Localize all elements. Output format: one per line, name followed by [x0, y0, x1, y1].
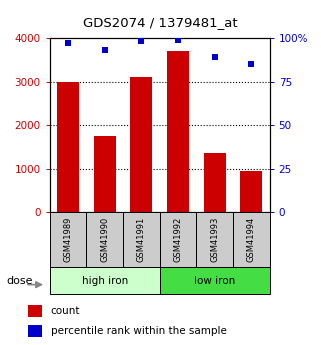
Text: GSM41990: GSM41990 — [100, 217, 109, 263]
Bar — [240, 171, 262, 212]
Point — [65, 40, 71, 46]
Bar — [28, 305, 42, 317]
Bar — [196, 212, 233, 267]
Text: low iron: low iron — [194, 276, 235, 286]
Bar — [123, 212, 160, 267]
Point — [176, 37, 181, 42]
Bar — [130, 77, 152, 212]
Bar — [233, 212, 270, 267]
Point — [212, 55, 217, 60]
Text: GSM41989: GSM41989 — [64, 217, 73, 263]
Bar — [86, 212, 123, 267]
Bar — [167, 51, 189, 212]
Point — [249, 61, 254, 67]
Text: high iron: high iron — [82, 276, 128, 286]
Bar — [160, 212, 196, 267]
Text: GDS2074 / 1379481_at: GDS2074 / 1379481_at — [83, 16, 238, 29]
Bar — [94, 136, 116, 212]
Point — [102, 47, 107, 53]
Bar — [160, 267, 270, 294]
Bar — [50, 267, 160, 294]
Point — [139, 39, 144, 44]
Text: count: count — [51, 306, 80, 316]
Text: GSM41994: GSM41994 — [247, 217, 256, 263]
Text: GSM41992: GSM41992 — [174, 217, 183, 263]
Bar — [57, 81, 79, 212]
Text: percentile rank within the sample: percentile rank within the sample — [51, 326, 227, 336]
Bar — [28, 325, 42, 337]
Bar — [50, 212, 86, 267]
Text: GSM41993: GSM41993 — [210, 217, 219, 263]
Bar — [204, 154, 226, 212]
Text: dose: dose — [6, 276, 33, 286]
Text: GSM41991: GSM41991 — [137, 217, 146, 263]
